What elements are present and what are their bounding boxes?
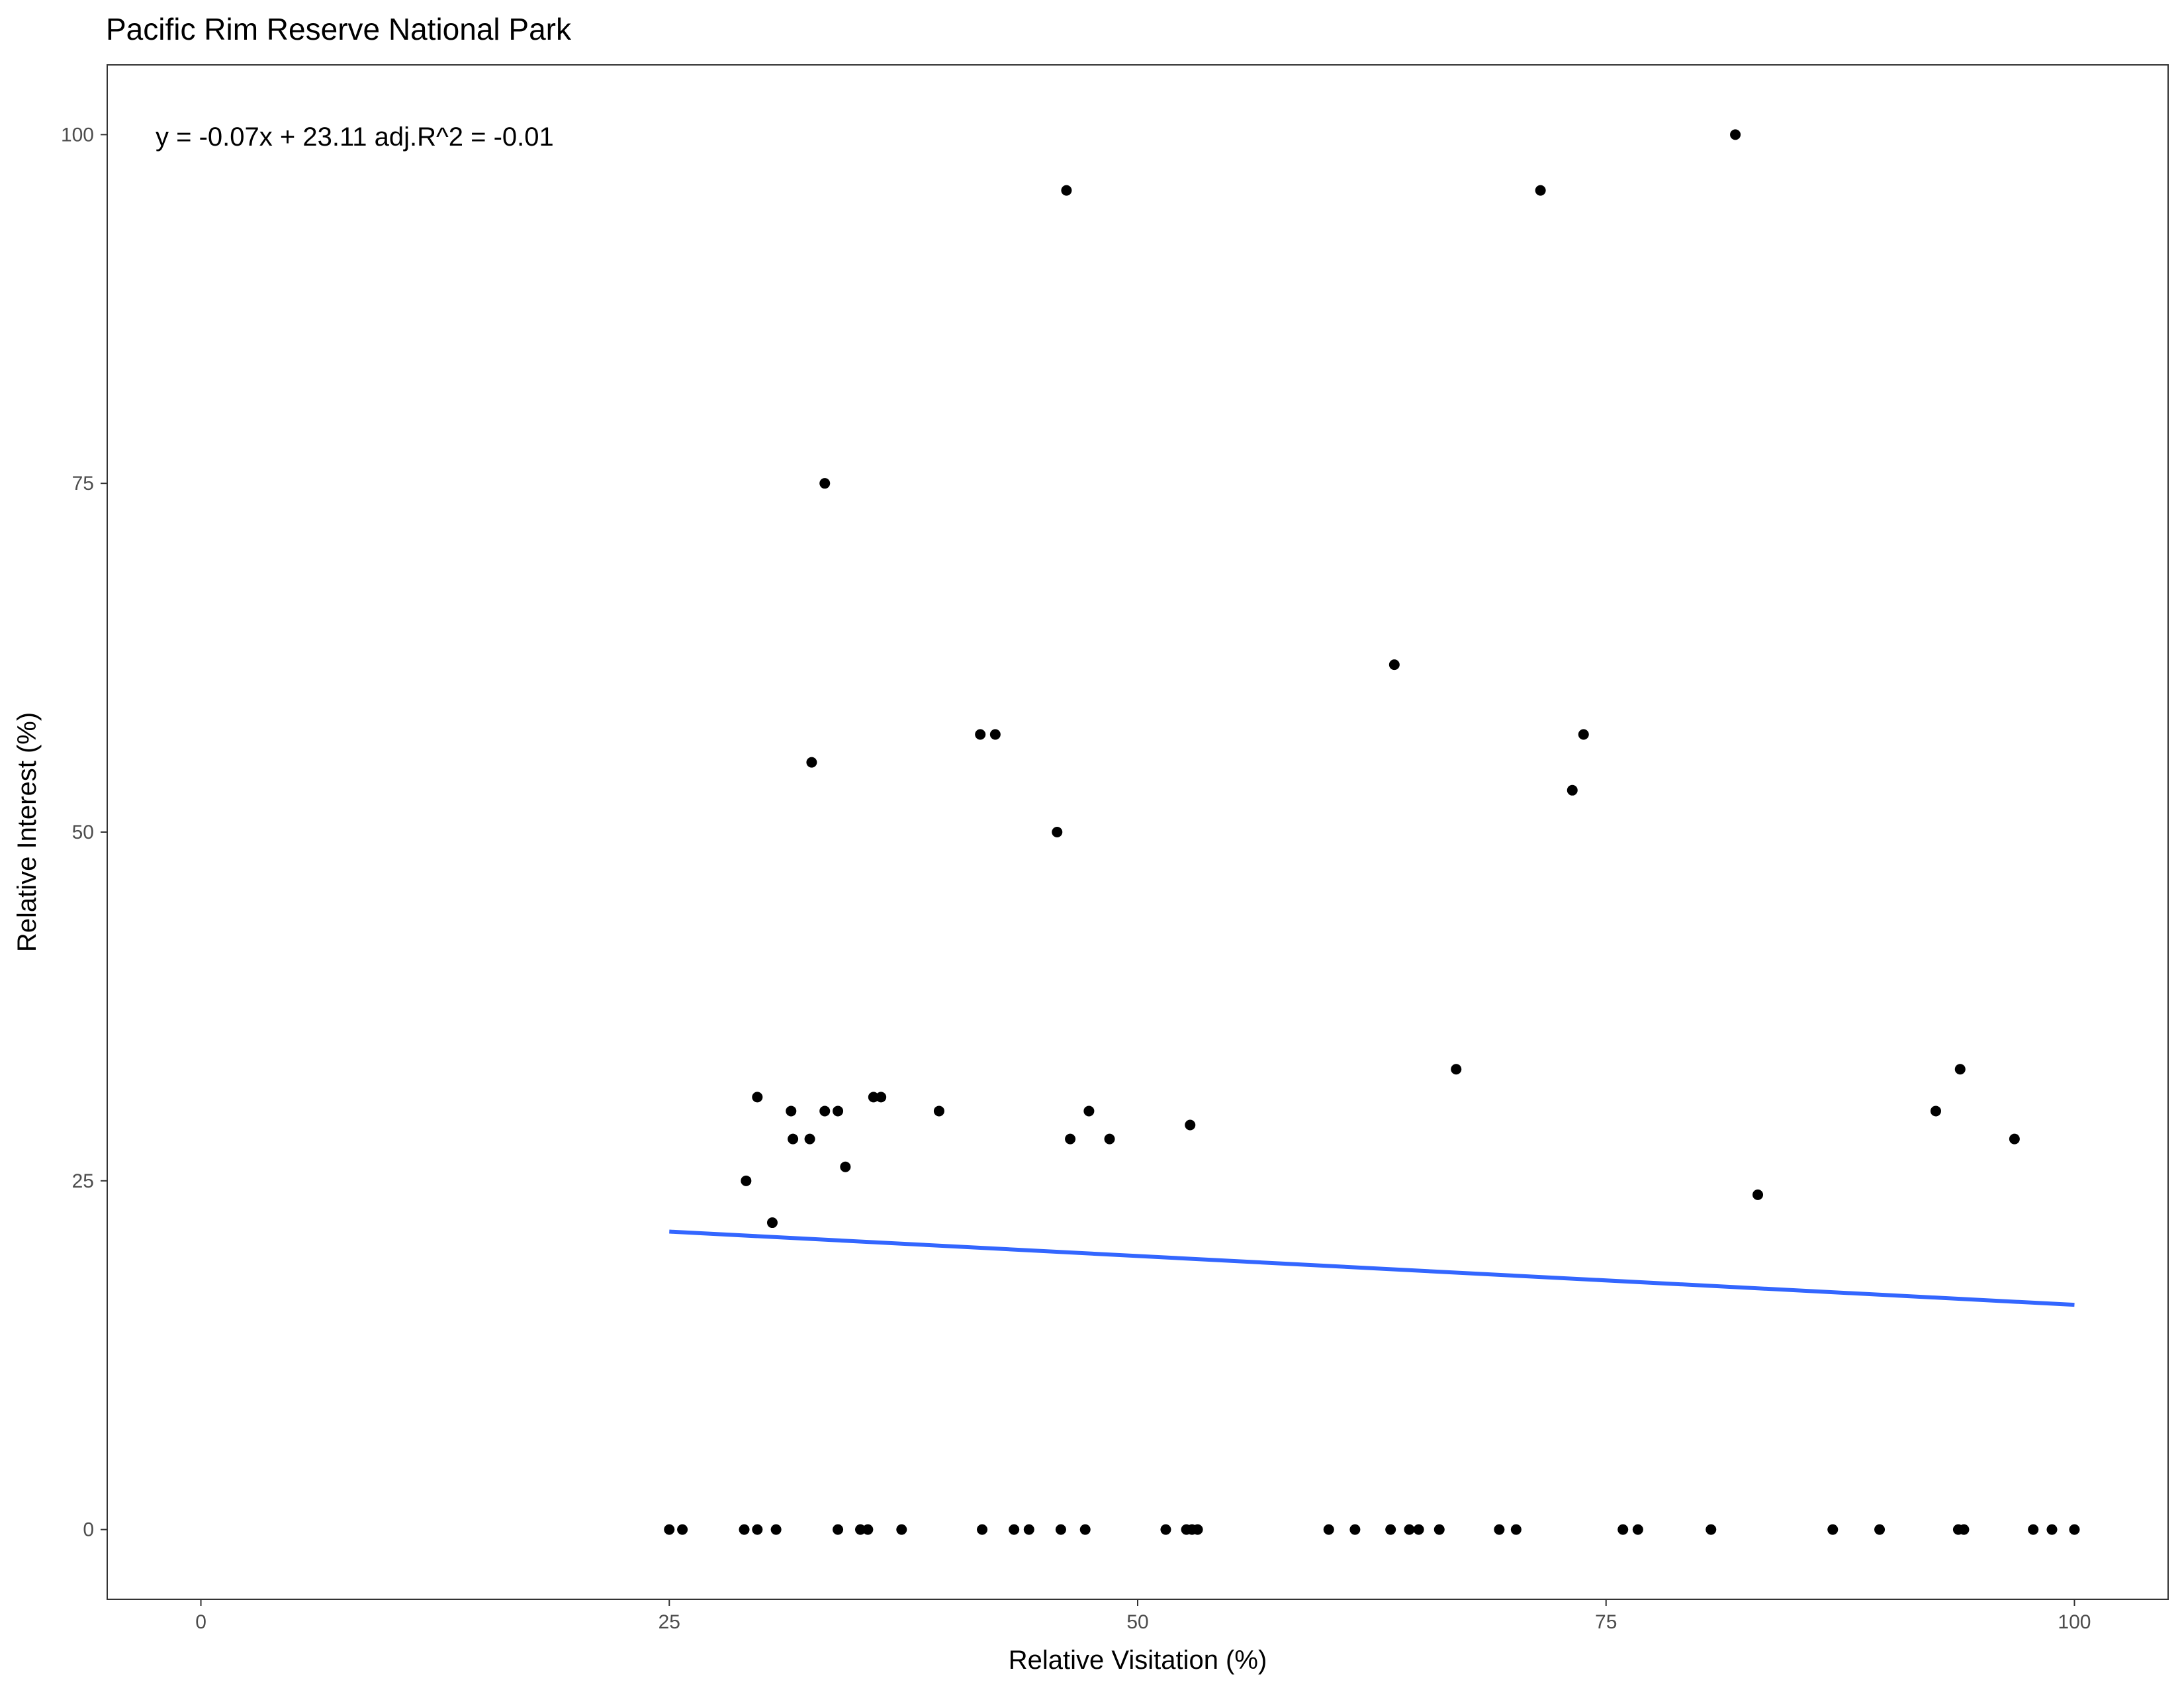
data-point (788, 1133, 799, 1145)
data-point (739, 1524, 750, 1535)
data-point (1954, 1064, 1966, 1075)
data-point (1617, 1524, 1629, 1535)
data-point (1752, 1189, 1764, 1200)
y-axis-title: Relative Interest (%) (13, 712, 42, 952)
data-point (1404, 1524, 1415, 1535)
points-group (664, 129, 2080, 1535)
regression-annotation: y = -0.07x + 23.11 adj.R^2 = -0.01 (156, 122, 554, 152)
data-point (1632, 1524, 1643, 1535)
data-point (1535, 185, 1546, 196)
data-point (1385, 1524, 1396, 1535)
data-point (1451, 1064, 1462, 1075)
data-point (741, 1175, 752, 1186)
x-tick-label: 50 (1126, 1611, 1148, 1633)
data-point (2046, 1524, 2058, 1535)
data-point (786, 1105, 797, 1117)
data-point (1052, 827, 1063, 837)
data-point (1827, 1524, 1839, 1535)
data-point (1349, 1524, 1361, 1535)
data-point (933, 1105, 944, 1117)
data-point (770, 1524, 782, 1535)
data-point (1510, 1524, 1522, 1535)
data-point (2028, 1524, 2039, 1535)
y-tick-label: 100 (61, 124, 94, 146)
data-point (819, 1105, 831, 1117)
data-point (1433, 1524, 1445, 1535)
data-point (840, 1161, 851, 1172)
data-point (752, 1092, 763, 1103)
x-tick-label: 100 (2058, 1611, 2091, 1633)
data-point (833, 1105, 844, 1117)
y-tick-label: 25 (72, 1170, 94, 1192)
x-axis-title: Relative Visitation (%) (1009, 1646, 1267, 1675)
data-point (833, 1524, 844, 1535)
data-point (855, 1524, 866, 1535)
data-point (1567, 784, 1578, 796)
data-point (2009, 1133, 2020, 1145)
x-tick-label: 75 (1595, 1611, 1617, 1633)
data-point (1185, 1119, 1196, 1131)
data-point (677, 1524, 688, 1535)
y-tick-label: 75 (72, 473, 94, 494)
data-point (1061, 185, 1072, 196)
data-point (1083, 1105, 1095, 1117)
data-point (977, 1524, 988, 1535)
y-tick-label: 0 (83, 1519, 94, 1541)
data-point (862, 1524, 874, 1535)
data-point (1009, 1524, 1020, 1535)
data-point (1874, 1524, 1886, 1535)
data-point (804, 1133, 815, 1145)
data-point (1730, 129, 1741, 140)
data-point (1192, 1524, 1203, 1535)
data-point (1930, 1105, 1941, 1117)
data-point (664, 1524, 675, 1535)
data-point (1104, 1133, 1115, 1145)
data-point (1323, 1524, 1334, 1535)
data-point (868, 1092, 879, 1103)
x-tick-label: 0 (195, 1611, 206, 1633)
data-point (1706, 1524, 1717, 1535)
chart-title: Pacific Rim Reserve National Park (106, 12, 572, 46)
data-point (1958, 1524, 1970, 1535)
data-point (876, 1092, 887, 1103)
data-point (752, 1524, 763, 1535)
x-tick-label: 25 (659, 1611, 680, 1633)
axis-ticks: 0 25 50 75 100 0 25 50 75 100 (61, 124, 2091, 1633)
data-point (989, 729, 1001, 740)
data-point (1065, 1133, 1076, 1145)
data-point (1055, 1524, 1066, 1535)
data-point (1494, 1524, 1505, 1535)
regression-line (669, 1229, 2075, 1307)
data-point (766, 1217, 778, 1229)
data-point (1388, 659, 1400, 671)
data-point (896, 1524, 907, 1535)
data-point (1079, 1524, 1091, 1535)
y-tick-label: 50 (72, 821, 94, 843)
data-point (975, 729, 986, 740)
data-point (819, 478, 831, 489)
data-point (1413, 1524, 1424, 1535)
data-point (1023, 1524, 1034, 1535)
data-point (1578, 729, 1589, 740)
data-point (2069, 1524, 2080, 1535)
fit-line-group (669, 1229, 2075, 1307)
data-point (1160, 1524, 1171, 1535)
data-point (806, 757, 817, 768)
